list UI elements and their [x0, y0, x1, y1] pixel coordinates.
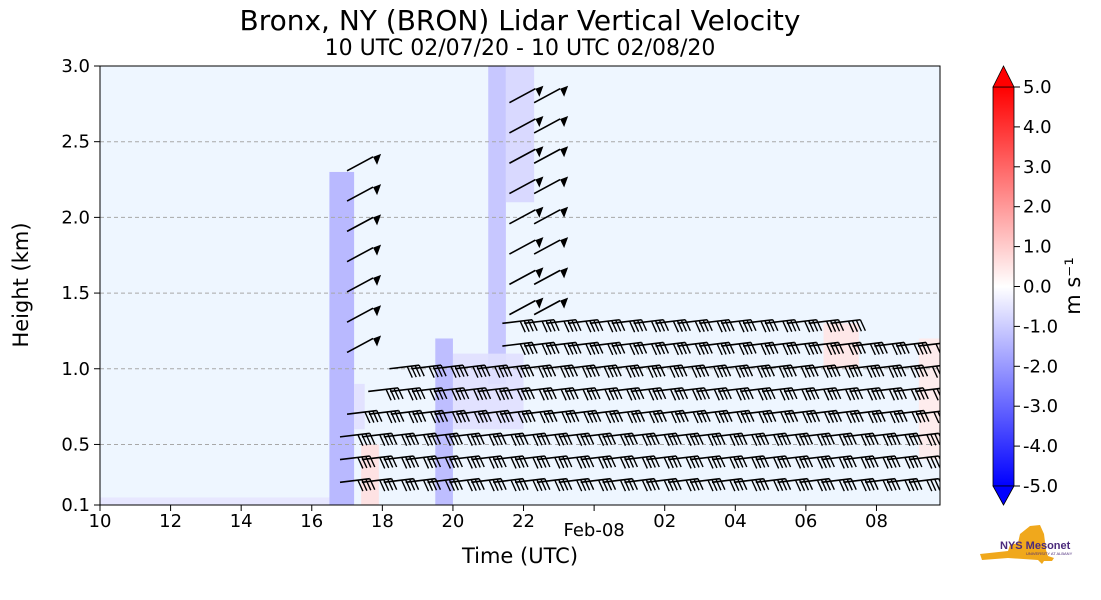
x-tick-label: 20: [441, 511, 464, 532]
wind-barb: [914, 364, 940, 378]
colorbar-tick-label: 3.0: [1023, 157, 1052, 178]
logo-text: NYS Mesonet: [1000, 540, 1071, 552]
wind-barb: [830, 318, 867, 333]
wind-barb: [471, 455, 507, 469]
nys-mesonet-logo: NYS Mesonet UNIVERSITY AT ALBANY: [980, 525, 1073, 564]
velocity-region: [329, 171, 355, 505]
velocity-region: [100, 497, 330, 505]
x-tick-label: 12: [159, 511, 182, 532]
wind-barb: [346, 153, 382, 172]
x-axis-label: Time (UTC): [461, 544, 578, 568]
wind-barb: [533, 176, 569, 195]
wind-barb: [533, 297, 569, 316]
wind-barb: [454, 364, 491, 378]
plot-frame: [99, 65, 941, 506]
wind-barb: [346, 274, 382, 293]
wind-barb: [733, 432, 770, 447]
x-tick-label: Feb-08: [563, 520, 624, 541]
ny-state-shape-icon: [980, 525, 1054, 564]
wind-barb: [509, 206, 544, 225]
wind-barb: [449, 455, 485, 469]
wind-barb: [865, 432, 901, 447]
wind-barb: [533, 146, 569, 164]
wind-barb: [509, 267, 544, 286]
colorbar-tick-label: -1.0: [1023, 316, 1058, 337]
x-tick-label: 02: [653, 511, 676, 532]
wind-barb: [533, 206, 569, 225]
y-tick-label: 3.0: [61, 56, 90, 77]
x-tick-label: 14: [230, 511, 253, 532]
wind-barb: [509, 85, 544, 104]
wind-barb: [509, 297, 544, 316]
wind-barb: [346, 305, 382, 323]
wind-barb: [908, 455, 940, 469]
colorbar-max-extend: [992, 65, 1015, 88]
wind-barb: [826, 364, 863, 378]
wind-barb: [346, 244, 382, 263]
y-tick-label: 1.5: [61, 283, 90, 304]
x-tick-label: 04: [724, 511, 747, 532]
colorbar-tick-label: 0.0: [1023, 277, 1052, 298]
colorbar-tick-label: -3.0: [1023, 396, 1058, 417]
y-tick-label: 2.0: [61, 207, 90, 228]
x-tick-label: 18: [371, 511, 394, 532]
wind-barb: [908, 432, 940, 447]
wind-barb: [389, 364, 425, 378]
velocity-region: [488, 66, 506, 384]
velocity-region: [354, 383, 365, 430]
y-tick-label: 0.5: [61, 434, 90, 455]
colorbar-min-extend: [992, 485, 1015, 506]
wind-barb: [533, 267, 569, 286]
colorbar-tick-label: -2.0: [1023, 356, 1058, 377]
y-tick-label: 2.5: [61, 132, 90, 153]
y-tick-label: 1.0: [61, 359, 90, 380]
wind-barb: [699, 318, 735, 333]
wind-barb: [509, 237, 544, 255]
velocity-region: [361, 444, 379, 505]
velocity-region: [505, 66, 535, 203]
y-tick-label: 0.1: [61, 495, 90, 516]
colorbar-tick-label: -4.0: [1023, 436, 1058, 457]
wind-barb: [509, 146, 544, 164]
wind-barb: [799, 455, 835, 469]
wind-barb: [533, 237, 569, 255]
wind-barb: [509, 115, 544, 134]
wind-barb: [514, 455, 551, 469]
x-tick-label: 08: [865, 511, 888, 532]
colorbar-label: m s⁻¹: [1061, 257, 1085, 315]
colorbar: [992, 86, 1015, 487]
colorbar-tick-label: 4.0: [1023, 117, 1052, 138]
wind-barb: [533, 115, 569, 134]
colorbar-tick-label: 1.0: [1023, 237, 1052, 258]
wind-barb: [915, 410, 940, 424]
x-tick-label: 22: [512, 511, 535, 532]
wind-barb: [476, 364, 513, 378]
wind-barb: [558, 455, 595, 469]
x-tick-label: 16: [300, 511, 323, 532]
wind-barb: [514, 477, 551, 492]
wind-barb: [346, 335, 382, 354]
x-tick-label: 10: [89, 511, 112, 532]
colorbar-tick-label: -5.0: [1023, 476, 1058, 497]
wind-barb: [697, 409, 733, 424]
wind-barb: [346, 184, 382, 202]
wind-barb: [918, 342, 940, 355]
wind-barb: [346, 214, 382, 233]
wind-barb: [524, 341, 560, 356]
wind-barb: [509, 176, 544, 195]
x-tick-label: 06: [794, 511, 817, 532]
wind-barb: [784, 409, 821, 424]
chart-title: Bronx, NY (BRON) Lidar Vertical Velocity: [239, 4, 801, 37]
wind-barb: [533, 85, 569, 104]
chart-subtitle: 10 UTC 02/07/20 - 10 UTC 02/08/20: [324, 36, 716, 61]
colorbar-tick-label: 2.0: [1023, 197, 1052, 218]
y-axis-label: Height (km): [9, 222, 33, 347]
logo-subtext: UNIVERSITY AT ALBANY: [1026, 551, 1073, 556]
colorbar-tick-label: 5.0: [1023, 77, 1052, 98]
